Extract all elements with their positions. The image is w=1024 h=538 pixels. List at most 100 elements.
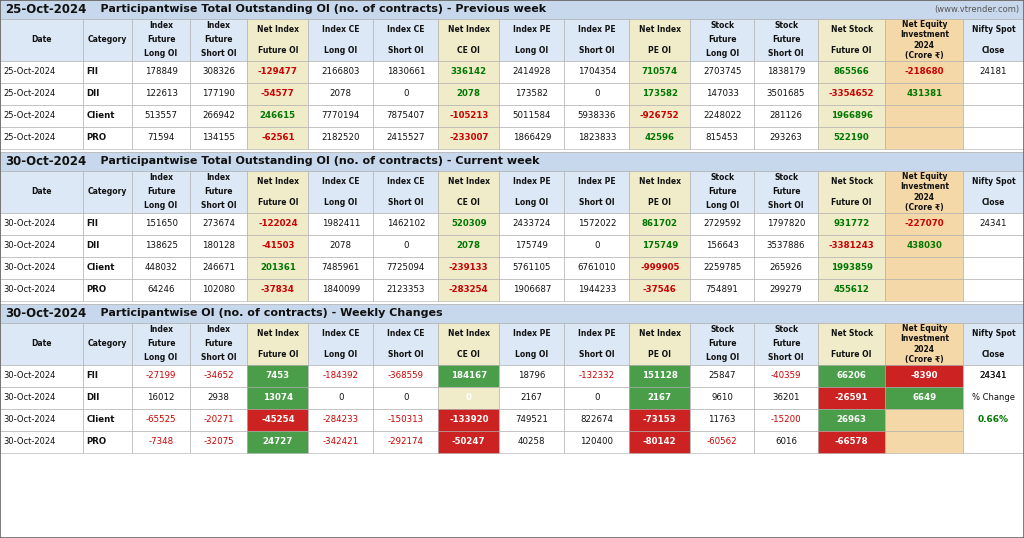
Bar	[83, 365, 132, 387]
Bar	[818, 235, 886, 257]
Text: Date: Date	[32, 188, 52, 196]
Bar	[308, 213, 374, 235]
Text: -342421: -342421	[323, 437, 358, 447]
Text: Short OI: Short OI	[768, 49, 804, 59]
Text: 122613: 122613	[144, 89, 177, 98]
Text: Short OI: Short OI	[768, 202, 804, 210]
Text: 3501685: 3501685	[767, 89, 806, 98]
Bar	[886, 83, 964, 105]
Bar	[630, 19, 690, 61]
Text: 2167: 2167	[521, 393, 543, 402]
Bar	[964, 105, 1024, 127]
Bar	[374, 171, 438, 213]
Text: FII: FII	[86, 67, 98, 76]
Bar	[189, 365, 248, 387]
Text: Client: Client	[86, 264, 115, 273]
Bar	[83, 61, 132, 83]
Bar	[754, 365, 818, 387]
Bar	[248, 279, 308, 301]
Text: Short OI: Short OI	[388, 198, 424, 207]
Text: 448032: 448032	[144, 264, 177, 273]
Text: Net Index: Net Index	[639, 177, 681, 186]
Bar	[818, 257, 886, 279]
Bar	[564, 409, 630, 431]
Bar	[818, 213, 886, 235]
Text: Participantwise OI (no. of contracts) - Weekly Changes: Participantwise OI (no. of contracts) - …	[85, 308, 442, 318]
Text: 7770194: 7770194	[322, 111, 360, 121]
Text: 71594: 71594	[147, 133, 175, 143]
Bar	[754, 409, 818, 431]
Text: 184167: 184167	[451, 372, 487, 380]
Text: Nifty Spot: Nifty Spot	[972, 329, 1016, 338]
Bar	[83, 387, 132, 409]
Text: -37834: -37834	[261, 286, 295, 294]
Text: CE OI: CE OI	[458, 46, 480, 55]
Text: Index: Index	[150, 325, 173, 335]
Text: Long OI: Long OI	[325, 350, 357, 359]
Text: 865566: 865566	[834, 67, 869, 76]
Text: FII: FII	[86, 220, 98, 229]
Text: Short OI: Short OI	[388, 46, 424, 55]
Bar	[886, 365, 964, 387]
Text: Net Index: Net Index	[447, 329, 489, 338]
Bar	[754, 387, 818, 409]
Bar	[132, 127, 189, 149]
Text: 246615: 246615	[260, 111, 296, 121]
Text: (Crore ₹): (Crore ₹)	[905, 51, 943, 60]
Bar	[132, 387, 189, 409]
Text: Net Equity: Net Equity	[901, 20, 947, 29]
Bar	[818, 171, 886, 213]
Text: 64246: 64246	[147, 286, 175, 294]
Text: 455612: 455612	[834, 286, 869, 294]
Text: -184392: -184392	[323, 372, 358, 380]
Text: Short OI: Short OI	[579, 350, 614, 359]
Text: 0: 0	[594, 393, 599, 402]
Bar	[818, 19, 886, 61]
Text: -27199: -27199	[145, 372, 176, 380]
Text: 7875407: 7875407	[387, 111, 425, 121]
Text: 30-Oct-2024: 30-Oct-2024	[3, 242, 55, 251]
Text: 180128: 180128	[202, 242, 236, 251]
Bar	[248, 213, 308, 235]
Bar	[630, 127, 690, 149]
Bar	[83, 213, 132, 235]
Bar	[886, 61, 964, 83]
Text: Index CE: Index CE	[387, 329, 425, 338]
Bar	[248, 235, 308, 257]
Bar	[690, 19, 754, 61]
Bar	[754, 431, 818, 453]
Bar	[308, 323, 374, 365]
Text: 1840099: 1840099	[322, 286, 359, 294]
Bar	[564, 323, 630, 365]
Bar	[83, 83, 132, 105]
Bar	[0, 279, 83, 301]
Text: -233007: -233007	[450, 133, 488, 143]
Bar	[189, 409, 248, 431]
Text: Future OI: Future OI	[831, 350, 872, 359]
Text: Stock: Stock	[774, 22, 798, 31]
Text: 25-Oct-2024: 25-Oct-2024	[3, 89, 55, 98]
Text: 0: 0	[403, 393, 409, 402]
Bar	[690, 365, 754, 387]
Text: -132332: -132332	[579, 372, 614, 380]
Bar	[83, 409, 132, 431]
Text: -65525: -65525	[145, 415, 176, 424]
Bar	[308, 19, 374, 61]
Text: PRO: PRO	[86, 133, 106, 143]
Bar	[189, 431, 248, 453]
Text: Investment: Investment	[900, 182, 949, 191]
Bar	[564, 61, 630, 83]
Bar	[189, 83, 248, 105]
Bar	[754, 83, 818, 105]
Bar	[0, 365, 83, 387]
Text: -54577: -54577	[261, 89, 295, 98]
Bar	[132, 431, 189, 453]
Text: 710574: 710574	[642, 67, 678, 76]
Bar	[189, 279, 248, 301]
Text: 120400: 120400	[581, 437, 613, 447]
Text: -283254: -283254	[449, 286, 488, 294]
Text: 2182520: 2182520	[322, 133, 360, 143]
Bar	[248, 409, 308, 431]
Text: 173582: 173582	[642, 89, 678, 98]
Text: Future: Future	[772, 36, 801, 45]
